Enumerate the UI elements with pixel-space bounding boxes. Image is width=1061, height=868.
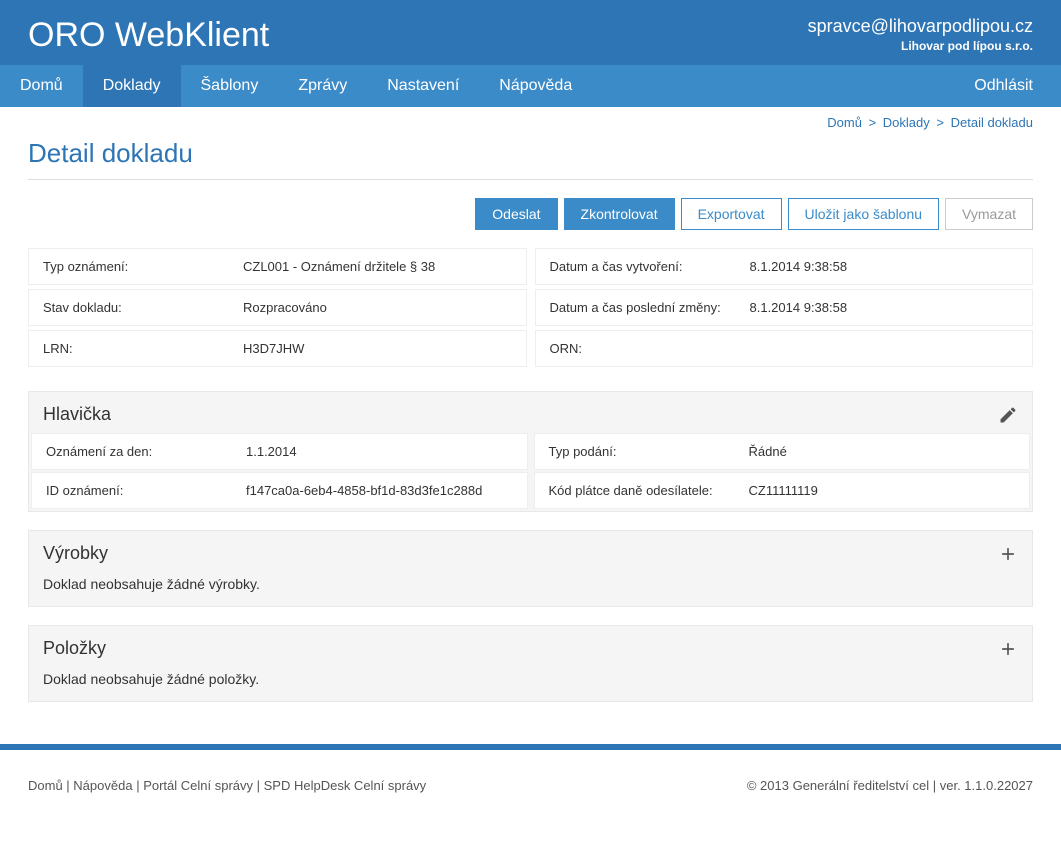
nav-item-zpravy[interactable]: Zprávy bbox=[278, 65, 367, 107]
footer-link[interactable]: SPD HelpDesk Celní správy bbox=[264, 778, 427, 793]
info-label: Kód plátce daně odesílatele: bbox=[535, 473, 735, 508]
section-empty-text: Doklad neobsahuje žádné položky. bbox=[29, 667, 1032, 701]
info-row-lrn: LRN: H3D7JHW bbox=[28, 330, 527, 367]
info-label: Datum a čas poslední změny: bbox=[536, 290, 736, 325]
footer-links: Domů | Nápověda | Portál Celní správy | … bbox=[28, 778, 426, 793]
nav: Domů Doklady Šablony Zprávy Nastavení Ná… bbox=[0, 65, 1061, 107]
section-empty-text: Doklad neobsahuje žádné výrobky. bbox=[29, 572, 1032, 606]
header: ORO WebKlient spravce@lihovarpodlipou.cz… bbox=[0, 0, 1061, 65]
breadcrumb-sep: > bbox=[936, 115, 944, 130]
plus-icon[interactable] bbox=[998, 639, 1018, 659]
action-bar: Odeslat Zkontrolovat Exportovat Uložit j… bbox=[28, 198, 1033, 230]
info-label: Typ oznámení: bbox=[29, 249, 229, 284]
save-template-button[interactable]: Uložit jako šablonu bbox=[788, 198, 940, 230]
section-hlavicka: Hlavička Oznámení za den: 1.1.2014 Typ p… bbox=[28, 391, 1033, 512]
hlavicka-row-kod-platce: Kód plátce daně odesílatele: CZ11111119 bbox=[534, 472, 1031, 509]
breadcrumb: Domů > Doklady > Detail dokladu bbox=[0, 107, 1061, 130]
info-label: Stav dokladu: bbox=[29, 290, 229, 325]
info-label: ORN: bbox=[536, 331, 736, 366]
user-block: spravce@lihovarpodlipou.cz Lihovar pod l… bbox=[808, 16, 1033, 53]
info-label: LRN: bbox=[29, 331, 229, 366]
nav-item-domu[interactable]: Domů bbox=[0, 65, 83, 107]
footer-link[interactable]: Domů bbox=[28, 778, 63, 793]
info-value: Rozpracováno bbox=[229, 290, 526, 325]
info-label: Typ podání: bbox=[535, 434, 735, 469]
user-company: Lihovar pod lípou s.r.o. bbox=[808, 39, 1033, 53]
page-title: Detail dokladu bbox=[28, 138, 1033, 180]
hlavicka-row-typ-podani: Typ podání: Řádné bbox=[534, 433, 1031, 470]
logout-link[interactable]: Odhlásit bbox=[954, 65, 1061, 107]
info-label: ID oznámení: bbox=[32, 473, 232, 508]
section-title: Hlavička bbox=[43, 404, 111, 425]
info-row-typ-oznameni: Typ oznámení: CZL001 - Oznámení držitele… bbox=[28, 248, 527, 285]
send-button[interactable]: Odeslat bbox=[475, 198, 557, 230]
hlavicka-row-id-oznameni: ID oznámení: f147ca0a-6eb4-4858-bf1d-83d… bbox=[31, 472, 528, 509]
breadcrumb-sep: > bbox=[869, 115, 877, 130]
app-title: ORO WebKlient bbox=[28, 16, 269, 55]
footer-sep: | bbox=[253, 778, 264, 793]
nav-item-sablony[interactable]: Šablony bbox=[181, 65, 279, 107]
section-polozky: Položky Doklad neobsahuje žádné položky. bbox=[28, 625, 1033, 702]
section-title: Výrobky bbox=[43, 543, 108, 564]
info-value: 8.1.2014 9:38:58 bbox=[736, 249, 1033, 284]
check-button[interactable]: Zkontrolovat bbox=[564, 198, 675, 230]
info-row-orn: ORN: bbox=[535, 330, 1034, 367]
hlavicka-row-oznameni-za-den: Oznámení za den: 1.1.2014 bbox=[31, 433, 528, 470]
section-vyrobky: Výrobky Doklad neobsahuje žádné výrobky. bbox=[28, 530, 1033, 607]
info-value: 1.1.2014 bbox=[232, 434, 527, 469]
info-value: CZL001 - Oznámení držitele § 38 bbox=[229, 249, 526, 284]
info-row-datum-zmeny: Datum a čas poslední změny: 8.1.2014 9:3… bbox=[535, 289, 1034, 326]
breadcrumb-item[interactable]: Domů bbox=[827, 115, 862, 130]
info-value: f147ca0a-6eb4-4858-bf1d-83d3fe1c288d bbox=[232, 473, 527, 508]
delete-button: Vymazat bbox=[945, 198, 1033, 230]
section-title: Položky bbox=[43, 638, 106, 659]
breadcrumb-item[interactable]: Doklady bbox=[883, 115, 930, 130]
edit-icon[interactable] bbox=[998, 405, 1018, 425]
info-grid: Typ oznámení: CZL001 - Oznámení držitele… bbox=[28, 248, 1033, 367]
info-value: H3D7JHW bbox=[229, 331, 526, 366]
info-value: 8.1.2014 9:38:58 bbox=[736, 290, 1033, 325]
footer-link[interactable]: Portál Celní správy bbox=[143, 778, 253, 793]
info-label: Datum a čas vytvoření: bbox=[536, 249, 736, 284]
footer-link[interactable]: Nápověda bbox=[73, 778, 132, 793]
user-email[interactable]: spravce@lihovarpodlipou.cz bbox=[808, 16, 1033, 37]
nav-item-doklady[interactable]: Doklady bbox=[83, 65, 181, 107]
info-value: CZ11111119 bbox=[735, 473, 1030, 508]
plus-icon[interactable] bbox=[998, 544, 1018, 564]
footer: Domů | Nápověda | Portál Celní správy | … bbox=[0, 750, 1061, 821]
info-value bbox=[736, 331, 1033, 366]
footer-sep: | bbox=[133, 778, 144, 793]
nav-item-nastaveni[interactable]: Nastavení bbox=[367, 65, 479, 107]
info-row-datum-vytvoreni: Datum a čas vytvoření: 8.1.2014 9:38:58 bbox=[535, 248, 1034, 285]
info-row-stav: Stav dokladu: Rozpracováno bbox=[28, 289, 527, 326]
info-label: Oznámení za den: bbox=[32, 434, 232, 469]
footer-copyright: © 2013 Generální ředitelství cel | ver. … bbox=[747, 778, 1033, 793]
export-button[interactable]: Exportovat bbox=[681, 198, 782, 230]
info-value: Řádné bbox=[735, 434, 1030, 469]
nav-item-napoveda[interactable]: Nápověda bbox=[479, 65, 592, 107]
footer-sep: | bbox=[63, 778, 74, 793]
breadcrumb-item-current: Detail dokladu bbox=[951, 115, 1033, 130]
